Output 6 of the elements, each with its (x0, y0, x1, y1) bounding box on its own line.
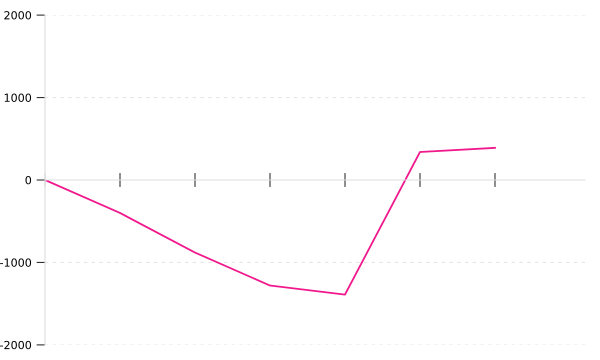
y-tick-label: 1000 (4, 94, 32, 102)
line-series (45, 146, 496, 296)
y-tick-label: -1000 (0, 258, 32, 267)
y-tick-label: -2000 (0, 340, 32, 350)
y-tick-label: 0 (25, 176, 32, 184)
y-tick-label: 2000 (4, 11, 32, 20)
